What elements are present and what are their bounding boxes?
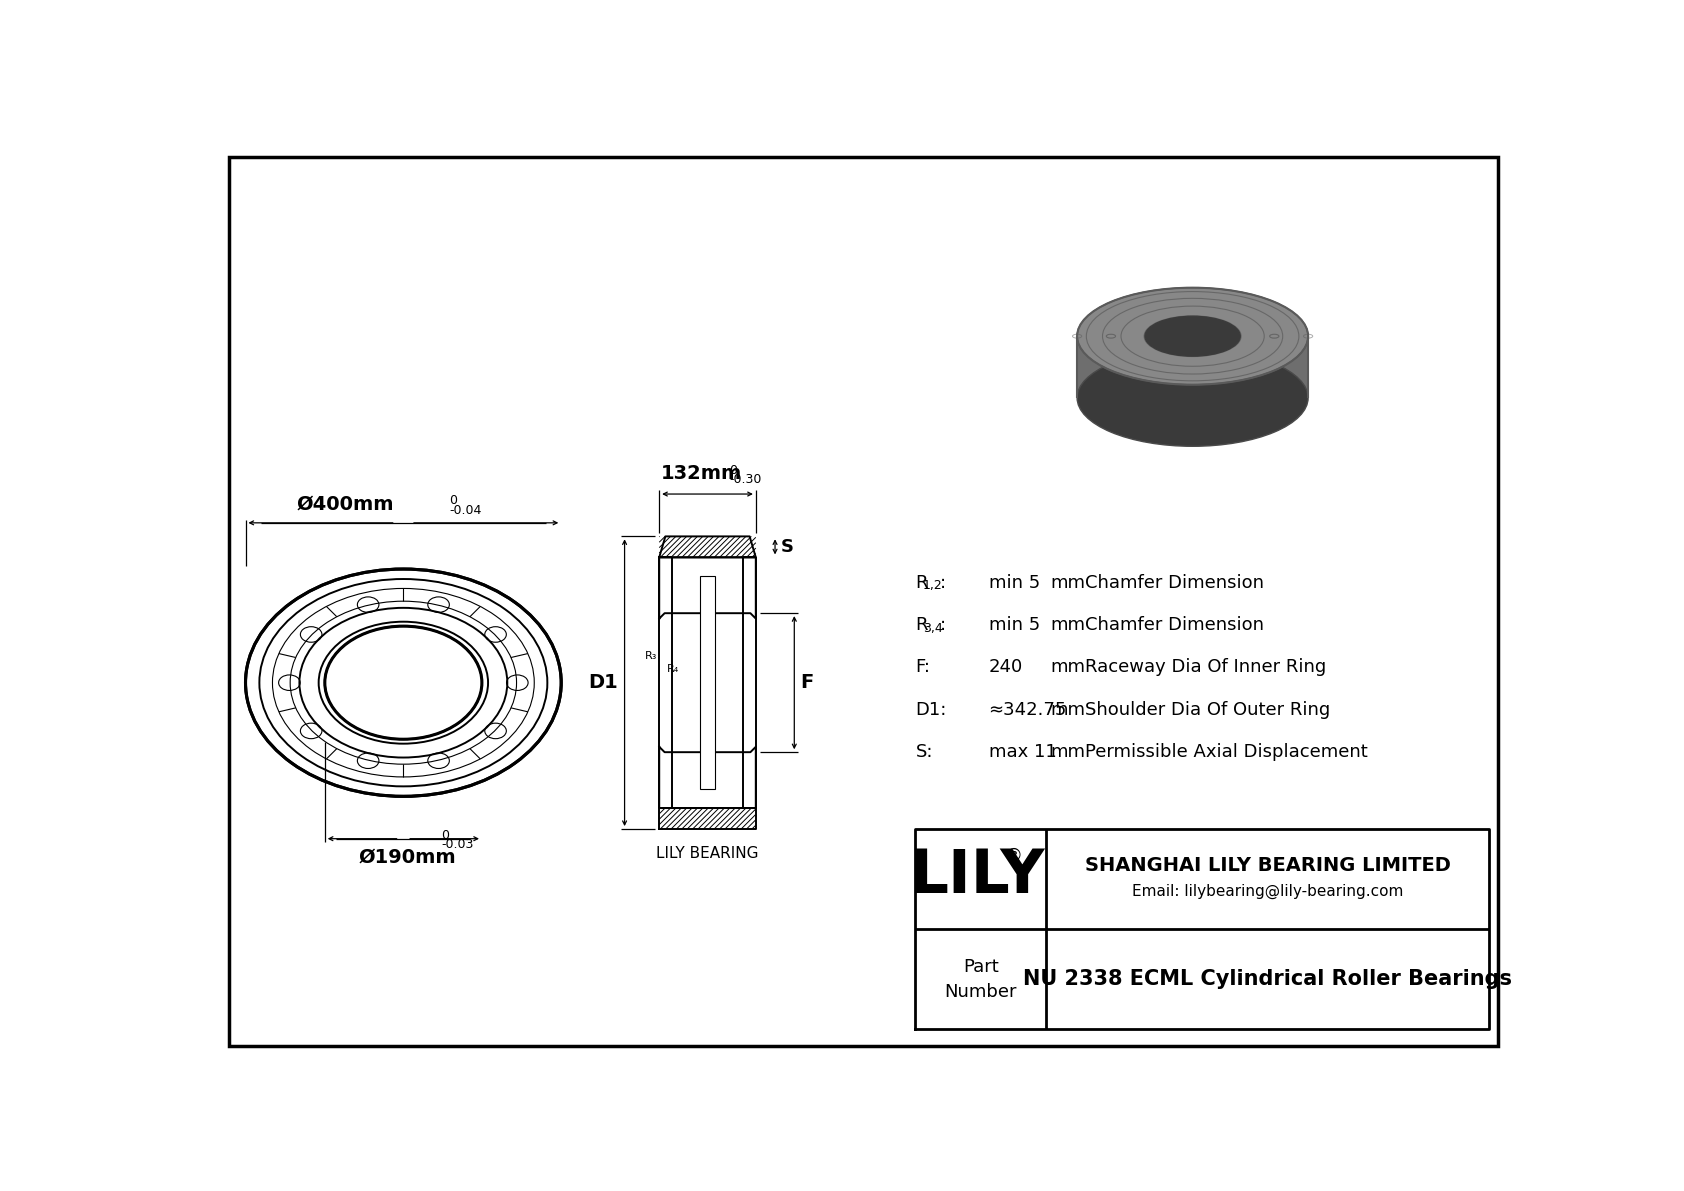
Ellipse shape xyxy=(1078,288,1308,385)
Polygon shape xyxy=(658,807,756,829)
Ellipse shape xyxy=(1078,349,1308,447)
Polygon shape xyxy=(658,536,756,557)
Text: NU 2338 ECML Cylindrical Roller Bearings: NU 2338 ECML Cylindrical Roller Bearings xyxy=(1024,969,1512,990)
Text: mm: mm xyxy=(1051,743,1084,761)
Text: R₃: R₃ xyxy=(645,650,657,661)
Text: Ø400mm: Ø400mm xyxy=(296,494,394,513)
Text: SHANGHAI LILY BEARING LIMITED: SHANGHAI LILY BEARING LIMITED xyxy=(1084,855,1450,874)
Ellipse shape xyxy=(1145,378,1241,418)
Text: LILY BEARING: LILY BEARING xyxy=(657,846,759,861)
Text: :: : xyxy=(940,616,946,634)
Text: Part
Number: Part Number xyxy=(945,958,1017,1000)
Ellipse shape xyxy=(318,622,488,743)
Text: 132mm: 132mm xyxy=(660,464,743,484)
Text: D1: D1 xyxy=(589,673,618,692)
Text: LILY: LILY xyxy=(909,847,1044,906)
Text: mm: mm xyxy=(1051,659,1084,676)
Text: S: S xyxy=(781,538,795,556)
Text: mm: mm xyxy=(1051,574,1084,592)
Text: Chamfer Dimension: Chamfer Dimension xyxy=(1084,574,1263,592)
Text: R₁: R₁ xyxy=(719,553,731,563)
Text: min 5: min 5 xyxy=(989,574,1039,592)
Text: Ø190mm: Ø190mm xyxy=(359,848,456,867)
Text: Chamfer Dimension: Chamfer Dimension xyxy=(1084,616,1263,634)
Ellipse shape xyxy=(1145,316,1241,356)
Text: Raceway Dia Of Inner Ring: Raceway Dia Of Inner Ring xyxy=(1084,659,1325,676)
Text: -0.04: -0.04 xyxy=(450,504,482,517)
Polygon shape xyxy=(658,747,756,807)
Text: max 11: max 11 xyxy=(989,743,1056,761)
Text: F: F xyxy=(800,673,813,692)
Text: Permissible Axial Displacement: Permissible Axial Displacement xyxy=(1084,743,1367,761)
Text: 0: 0 xyxy=(729,464,738,478)
Text: 0: 0 xyxy=(441,829,450,842)
Text: R₂: R₂ xyxy=(711,543,724,553)
Text: :: : xyxy=(940,574,946,592)
Text: F:: F: xyxy=(916,659,930,676)
Text: R₄: R₄ xyxy=(667,663,679,674)
Polygon shape xyxy=(1078,336,1308,398)
Text: 3,4: 3,4 xyxy=(923,622,943,635)
Text: D1:: D1: xyxy=(916,700,946,718)
Ellipse shape xyxy=(246,569,561,797)
Text: 0: 0 xyxy=(450,494,458,507)
Bar xyxy=(701,576,716,790)
Text: Shoulder Dia Of Outer Ring: Shoulder Dia Of Outer Ring xyxy=(1084,700,1330,718)
Polygon shape xyxy=(658,557,756,618)
Text: Email: lilybearing@lily-bearing.com: Email: lilybearing@lily-bearing.com xyxy=(1132,884,1403,899)
Text: -0.30: -0.30 xyxy=(729,473,761,486)
Text: R: R xyxy=(916,616,928,634)
Text: S:: S: xyxy=(916,743,933,761)
Text: min 5: min 5 xyxy=(989,616,1039,634)
Text: R: R xyxy=(916,574,928,592)
Text: ®: ® xyxy=(1004,847,1022,865)
Text: 240: 240 xyxy=(989,659,1022,676)
Text: ≈342.75: ≈342.75 xyxy=(989,700,1068,718)
Text: 1,2: 1,2 xyxy=(923,579,943,592)
Text: -0.03: -0.03 xyxy=(441,838,473,852)
Text: mm: mm xyxy=(1051,700,1084,718)
Text: mm: mm xyxy=(1051,616,1084,634)
